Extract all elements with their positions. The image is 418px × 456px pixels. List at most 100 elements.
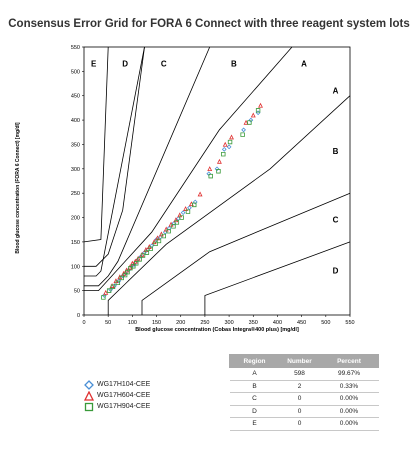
y-tick-label: 50 bbox=[74, 289, 80, 295]
data-point bbox=[116, 278, 122, 284]
data-point bbox=[149, 243, 155, 249]
table-cell: 0 bbox=[279, 405, 320, 418]
table-header: Number bbox=[279, 354, 320, 368]
y-tick-label: 450 bbox=[71, 94, 80, 100]
table-cell: 0.00% bbox=[319, 417, 379, 431]
diamond-icon bbox=[84, 379, 94, 390]
x-tick-label: 300 bbox=[224, 320, 233, 326]
y-tick-label: 150 bbox=[71, 240, 80, 246]
data-point bbox=[140, 253, 146, 258]
table-cell: 2 bbox=[279, 380, 320, 393]
data-point bbox=[143, 247, 149, 252]
zone-label: A bbox=[301, 59, 307, 68]
data-point bbox=[101, 293, 107, 298]
legend-label: WG17H104-CEE bbox=[97, 381, 151, 388]
data-point bbox=[226, 144, 232, 150]
data-point bbox=[166, 228, 171, 234]
data-point bbox=[258, 102, 263, 108]
legend-item: WG17H604-CEE bbox=[84, 390, 150, 401]
data-point bbox=[222, 141, 228, 147]
y-tick-label: 550 bbox=[71, 45, 80, 51]
plot-area bbox=[83, 46, 351, 316]
table-cell: 0.33% bbox=[319, 380, 379, 393]
data-point bbox=[125, 269, 130, 275]
data-point bbox=[192, 199, 198, 205]
table-cell: 598 bbox=[279, 367, 320, 381]
data-point bbox=[134, 261, 139, 266]
zone-label: C bbox=[333, 215, 339, 224]
table-cell: A bbox=[229, 367, 280, 381]
y-tick-label: 250 bbox=[71, 191, 80, 197]
data-point bbox=[183, 206, 189, 211]
data-point bbox=[216, 169, 221, 174]
x-tick-label: 150 bbox=[152, 320, 161, 326]
data-point bbox=[207, 166, 213, 172]
square-icon bbox=[84, 402, 94, 411]
zone-boundary bbox=[84, 46, 145, 267]
x-tick-label: 200 bbox=[176, 320, 185, 326]
x-tick-label: 500 bbox=[321, 320, 330, 326]
data-point bbox=[131, 264, 136, 269]
data-point bbox=[192, 202, 197, 208]
data-point bbox=[171, 224, 176, 229]
zone-label: D bbox=[333, 267, 339, 276]
data-point bbox=[240, 132, 245, 137]
x-tick-label: 350 bbox=[249, 320, 258, 326]
data-point bbox=[161, 233, 166, 239]
zone-boundary bbox=[84, 46, 293, 291]
data-point bbox=[180, 210, 186, 216]
table-cell: C bbox=[229, 392, 280, 406]
legend-label: WG17H904-CEE bbox=[97, 403, 151, 410]
data-point bbox=[127, 264, 133, 270]
zone-boundary bbox=[84, 46, 211, 287]
table-cell: D bbox=[229, 405, 280, 418]
data-point bbox=[255, 108, 261, 113]
table-cell: E bbox=[229, 417, 280, 431]
data-point bbox=[137, 257, 142, 262]
table-cell: B bbox=[229, 380, 280, 393]
table-cell: 0 bbox=[279, 417, 320, 431]
zone-label: B bbox=[231, 59, 237, 68]
data-point bbox=[173, 217, 179, 223]
x-tick-label: 0 bbox=[82, 320, 85, 326]
data-point bbox=[250, 112, 256, 118]
data-point bbox=[241, 127, 246, 133]
y-tick-label: 200 bbox=[71, 216, 80, 222]
data-point bbox=[208, 173, 213, 179]
data-point bbox=[243, 119, 249, 125]
zone-label: E bbox=[91, 59, 97, 68]
x-tick-label: 250 bbox=[200, 320, 209, 326]
data-point bbox=[115, 280, 121, 286]
x-tick-label: 100 bbox=[128, 320, 137, 326]
data-point bbox=[216, 158, 222, 164]
zone-label: D bbox=[122, 59, 128, 68]
zone-label: A bbox=[333, 86, 339, 95]
data-point bbox=[148, 246, 153, 251]
data-point bbox=[179, 215, 184, 220]
data-point bbox=[221, 152, 226, 157]
y-tick-label: 100 bbox=[71, 264, 80, 270]
data-point bbox=[156, 238, 162, 244]
data-point bbox=[153, 241, 158, 247]
data-point bbox=[106, 288, 112, 293]
x-axis-label: Blood glucose concentration (Cobas Integ… bbox=[135, 327, 299, 333]
data-point bbox=[221, 146, 227, 152]
data-point bbox=[166, 225, 172, 231]
zone-boundary bbox=[141, 192, 351, 315]
chart-title: Consensus Error Grid for FORA 6 Connect … bbox=[8, 18, 410, 30]
x-tick-label: 450 bbox=[297, 320, 306, 326]
table-header: Percent bbox=[319, 354, 379, 368]
zone-boundary bbox=[83, 46, 109, 243]
zone-boundary bbox=[84, 46, 145, 277]
data-point bbox=[174, 220, 180, 225]
zone-boundary bbox=[204, 241, 351, 315]
data-point bbox=[103, 289, 109, 295]
table-row: B 2 0.33% bbox=[229, 380, 379, 393]
table-cell: 0 bbox=[279, 392, 320, 406]
table-row: A 598 99.67% bbox=[229, 367, 379, 381]
data-point bbox=[128, 266, 133, 271]
table-row: D 0 0.00% bbox=[229, 405, 379, 418]
x-tick-label: 550 bbox=[345, 320, 354, 326]
y-tick-label: 500 bbox=[71, 69, 80, 75]
legend: WG17H104-CEE WG17H604-CEE WG17H904-CEE bbox=[84, 379, 150, 412]
